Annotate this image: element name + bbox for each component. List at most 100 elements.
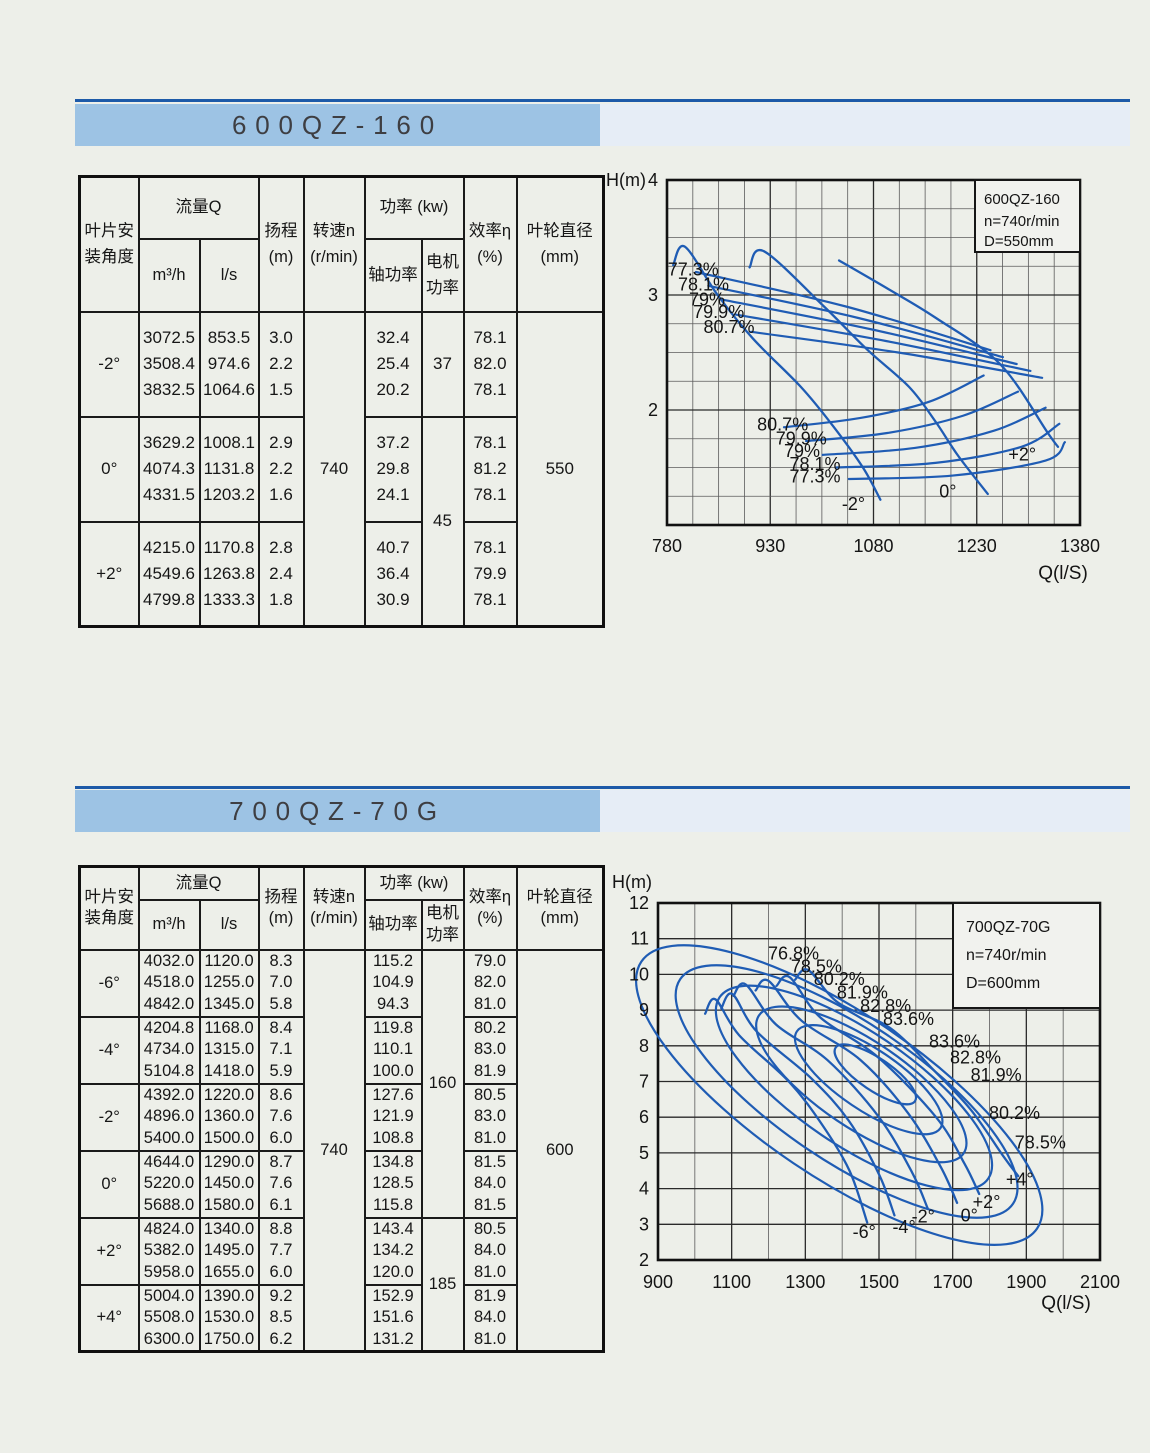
value-line: 2.9 xyxy=(269,433,293,452)
x-tick-label: 900 xyxy=(643,1272,673,1292)
efficiency-contour xyxy=(804,390,1020,443)
value-line: 83.0 xyxy=(473,1107,507,1126)
x-tick-label: 2100 xyxy=(1080,1272,1120,1292)
curve-value-label: 80.7% xyxy=(703,317,754,337)
header-ls: l/s xyxy=(198,898,260,951)
cell-flow-m3h: 5004.0 5508.0 6300.0 xyxy=(137,1283,201,1353)
header-m3h: m³/h xyxy=(137,237,201,313)
value-line: 7.0 xyxy=(269,973,293,992)
table-row: -6° 4032.0 4518.0 4842.0 1120.0 1255.0 1345.0 8… xyxy=(78,948,605,1353)
value-line: 4824.0 xyxy=(143,1219,195,1238)
curve-value-label: -2° xyxy=(842,494,865,514)
value-line: 82.0 xyxy=(473,354,507,373)
legend-title: 600QZ-160 xyxy=(984,191,1060,208)
value-line: 127.6 xyxy=(372,1085,414,1104)
value-line: 8.3 xyxy=(269,951,293,970)
cell-efficiency: 80.2 83.0 81.9 xyxy=(462,1015,518,1085)
value-line: 121.9 xyxy=(372,1107,414,1126)
value-line: 40.7 xyxy=(376,537,410,557)
header-diameter: 叶轮直径 (mm) xyxy=(515,175,605,313)
header-motor-power: 电机 功率 xyxy=(420,237,465,313)
value-line: 1340.0 xyxy=(203,1219,255,1238)
y-tick-label: 2 xyxy=(639,1250,649,1270)
curve-value-label: 78.1% xyxy=(790,454,841,474)
header-motor-line: 电机 xyxy=(426,904,459,922)
efficiency-contour xyxy=(835,422,1061,469)
y-tick-label: 2 xyxy=(648,400,658,420)
value-line: 120.0 xyxy=(372,1262,414,1281)
header-eff-line: (%) xyxy=(477,909,503,928)
x-tick-label: 1300 xyxy=(785,1272,825,1292)
value-line: 84.0 xyxy=(473,1308,507,1326)
value-line: 81.9 xyxy=(473,1061,507,1080)
curve-value-label: +2° xyxy=(973,1192,1001,1212)
cell-flow-ls: 853.5 974.6 1064.6 xyxy=(198,310,260,418)
cell-flow-ls: 1120.0 1255.0 1345.0 xyxy=(198,948,260,1018)
header-motor-line: 功率 xyxy=(426,925,459,944)
value-line: 82.0 xyxy=(473,973,507,992)
curve-value-label: 79% xyxy=(784,441,820,461)
cell-head: 8.4 7.1 5.9 xyxy=(257,1015,305,1085)
value-line: 80.5 xyxy=(473,1085,507,1104)
efficiency-contour xyxy=(720,298,1018,366)
page-title: 600QZ-160 xyxy=(231,109,444,140)
y-tick-label: 7 xyxy=(639,1072,649,1092)
table-row: 0° 3629.2 4074.3 4331.5 1008.1 1131.8 1203.2 2.… xyxy=(78,415,604,628)
value-line: 4549.6 xyxy=(143,563,195,583)
head-curve xyxy=(720,992,896,1217)
page-title: 700QZ-70G xyxy=(229,795,446,826)
cell-diameter: 550 xyxy=(515,310,605,628)
pump-spec-table: 叶片安 装角度 流量Q 扬程 (m) 转速n (r/min) 功率 (kw) 效率η (%) 叶轮直… xyxy=(78,865,605,1353)
cell-efficiency: 80.5 84.0 81.0 xyxy=(462,1216,518,1286)
table-row: -2° 3072.5 3508.4 3832.5 853.5 974.6 1064.6 3.0… xyxy=(78,310,605,628)
value-line: 24.1 xyxy=(376,485,410,504)
head-curve xyxy=(703,997,869,1224)
header-head: 扬程 (m) xyxy=(257,865,305,951)
cell-efficiency: 78.1 79.9 78.1 xyxy=(462,520,518,628)
x-tick-label: 1080 xyxy=(853,536,893,556)
header-diameter: 叶轮直径 (mm) xyxy=(515,865,605,951)
value-line: 5958.0 xyxy=(143,1262,195,1281)
cell-shaft-power: 134.8 128.5 115.8 xyxy=(363,1149,423,1219)
x-tick-label: 1900 xyxy=(1006,1272,1046,1292)
cell-head: 8.3 7.0 5.8 xyxy=(257,948,305,1018)
value-line: 1750.0 xyxy=(203,1329,255,1348)
value-line: 78.1 xyxy=(473,380,507,399)
value-line: 2.4 xyxy=(269,563,293,583)
value-line: 128.5 xyxy=(372,1174,414,1193)
x-tick-label: 1700 xyxy=(933,1272,973,1292)
cell-head: 2.8 2.4 1.8 xyxy=(257,520,305,628)
efficiency-contour xyxy=(734,313,1032,372)
value-line: 1168.0 xyxy=(204,1018,254,1037)
value-line: 151.6 xyxy=(372,1308,414,1326)
header-head-line: (m) xyxy=(268,909,294,928)
value-line: 5104.8 xyxy=(143,1061,195,1080)
efficiency-loop xyxy=(793,1024,944,1136)
cell-motor-power: 45 xyxy=(420,415,465,628)
head-curve xyxy=(748,248,989,496)
value-line: 80.5 xyxy=(473,1219,507,1238)
value-line: 5004.0 xyxy=(143,1286,195,1305)
value-line: 100.0 xyxy=(372,1061,414,1080)
y-tick-label: 10 xyxy=(629,964,649,984)
value-line: 3508.4 xyxy=(143,354,195,373)
value-line: 81.5 xyxy=(473,1195,507,1214)
section-titlebar: 600QZ-160 xyxy=(75,104,600,146)
header-diam-line: 叶轮直径 xyxy=(526,222,593,241)
cell-angle: +2° xyxy=(78,520,140,628)
cell-angle: +4° xyxy=(78,1283,140,1353)
efficiency-contour xyxy=(749,330,1044,379)
table-row: +2° 4824.0 5382.0 5958.0 1340.0 1495.0 1655.0 8… xyxy=(78,1216,604,1353)
head-curve xyxy=(732,982,929,1210)
value-line: 2.2 xyxy=(269,459,293,478)
table-row: -2° 4392.0 4896.0 5400.0 1220.0 1360.0 1500.0 8… xyxy=(78,1082,604,1152)
cell-shaft-power: 40.7 36.4 30.9 xyxy=(363,520,423,628)
value-line: 1263.8 xyxy=(203,563,255,583)
header-speed-line: (r/min) xyxy=(310,909,358,928)
header-head-line: (m) xyxy=(268,248,294,267)
value-line: 81.2 xyxy=(473,459,507,478)
curve-value-label: 80.2% xyxy=(814,969,865,989)
value-line: 1580.0 xyxy=(203,1195,255,1214)
value-line: 2.8 xyxy=(269,537,293,557)
value-line: 3072.5 xyxy=(143,328,195,347)
